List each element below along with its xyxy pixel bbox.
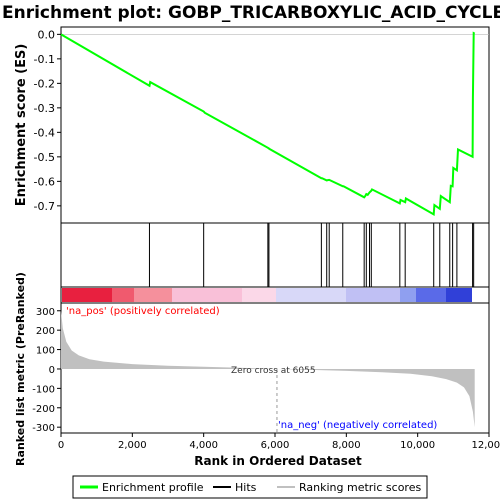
x-tick-label: 6,000 xyxy=(261,440,290,451)
es-tick-label: -0.3 xyxy=(34,102,55,115)
heatmap-band xyxy=(242,288,276,302)
heatmap-band xyxy=(172,288,242,302)
zero-cross-label: Zero cross at 6055 xyxy=(231,366,316,376)
heatmap-band xyxy=(134,288,172,302)
es-panel xyxy=(60,26,490,224)
legend-box xyxy=(72,475,428,499)
metric-tick-label: -300 xyxy=(32,423,55,434)
heatmap-band xyxy=(62,288,112,302)
legend-metric-label: Ranking metric scores xyxy=(299,481,421,494)
heatmap-band xyxy=(346,288,400,302)
metric-tick-label: 100 xyxy=(36,346,55,357)
enrichment-profile-path xyxy=(60,31,476,217)
legend-hits-label: Hits xyxy=(235,481,257,494)
heatmap-band xyxy=(112,288,134,302)
x-tick-label: 2,000 xyxy=(118,440,147,451)
x-tick-label: 10,000 xyxy=(400,440,435,451)
es-tick-label: 0.0 xyxy=(38,28,56,41)
es-axis-label: Enrichment score (ES) xyxy=(14,44,29,207)
x-axis-label: Rank in Ordered Dataset xyxy=(194,454,362,468)
metric-tick-label: 200 xyxy=(36,326,55,337)
metric-tick-label: -200 xyxy=(32,404,55,415)
heatmap-band xyxy=(276,288,346,302)
pos-label: 'na_pos' (positively correlated) xyxy=(66,306,220,317)
heatmap-band xyxy=(416,288,446,302)
enrichment-profile-line xyxy=(60,31,476,217)
neg-label: 'na_neg' (negatively correlated) xyxy=(278,420,437,431)
chart-title: Enrichment plot: GOBP_TRICARBOXYLIC_ACID… xyxy=(2,3,500,23)
legend: Enrichment profile Hits Ranking metric s… xyxy=(72,475,428,499)
metric-axis-ticks: 300 200 100 0 -100 -200 -300 xyxy=(32,307,61,434)
es-tick-label: -0.7 xyxy=(34,200,55,213)
heatmap-bands xyxy=(62,288,472,302)
es-tick-label: -0.6 xyxy=(34,175,55,188)
es-tick-label: -0.1 xyxy=(34,53,55,66)
metric-tick-label: 0 xyxy=(49,365,55,376)
metric-axis-label: Ranked list metric (PreRanked) xyxy=(14,272,27,466)
x-axis-ticks: 0 2,000 4,000 6,000 8,000 10,000 12,000 xyxy=(58,433,500,451)
es-tick-label: -0.2 xyxy=(34,77,55,90)
metric-tick-label: 300 xyxy=(36,307,55,318)
legend-profile-label: Enrichment profile xyxy=(102,481,204,494)
heatmap-band xyxy=(446,288,472,302)
es-tick-label: -0.5 xyxy=(34,151,55,164)
x-tick-label: 4,000 xyxy=(189,440,218,451)
ranking-metric-area xyxy=(61,310,475,428)
hit-lines xyxy=(148,223,475,287)
hits-panel xyxy=(60,222,490,288)
x-tick-label: 0 xyxy=(58,440,64,451)
ranking-metric-fill xyxy=(61,310,475,428)
heatmap-band xyxy=(400,288,416,302)
es-tick-label: -0.4 xyxy=(34,126,55,139)
x-tick-label: 12,000 xyxy=(472,440,500,451)
metric-tick-label: -100 xyxy=(32,384,55,395)
es-axis-ticks: 0.0 -0.1 -0.2 -0.3 -0.4 -0.5 -0.6 -0.7 xyxy=(34,28,61,213)
x-tick-label: 8,000 xyxy=(332,440,361,451)
